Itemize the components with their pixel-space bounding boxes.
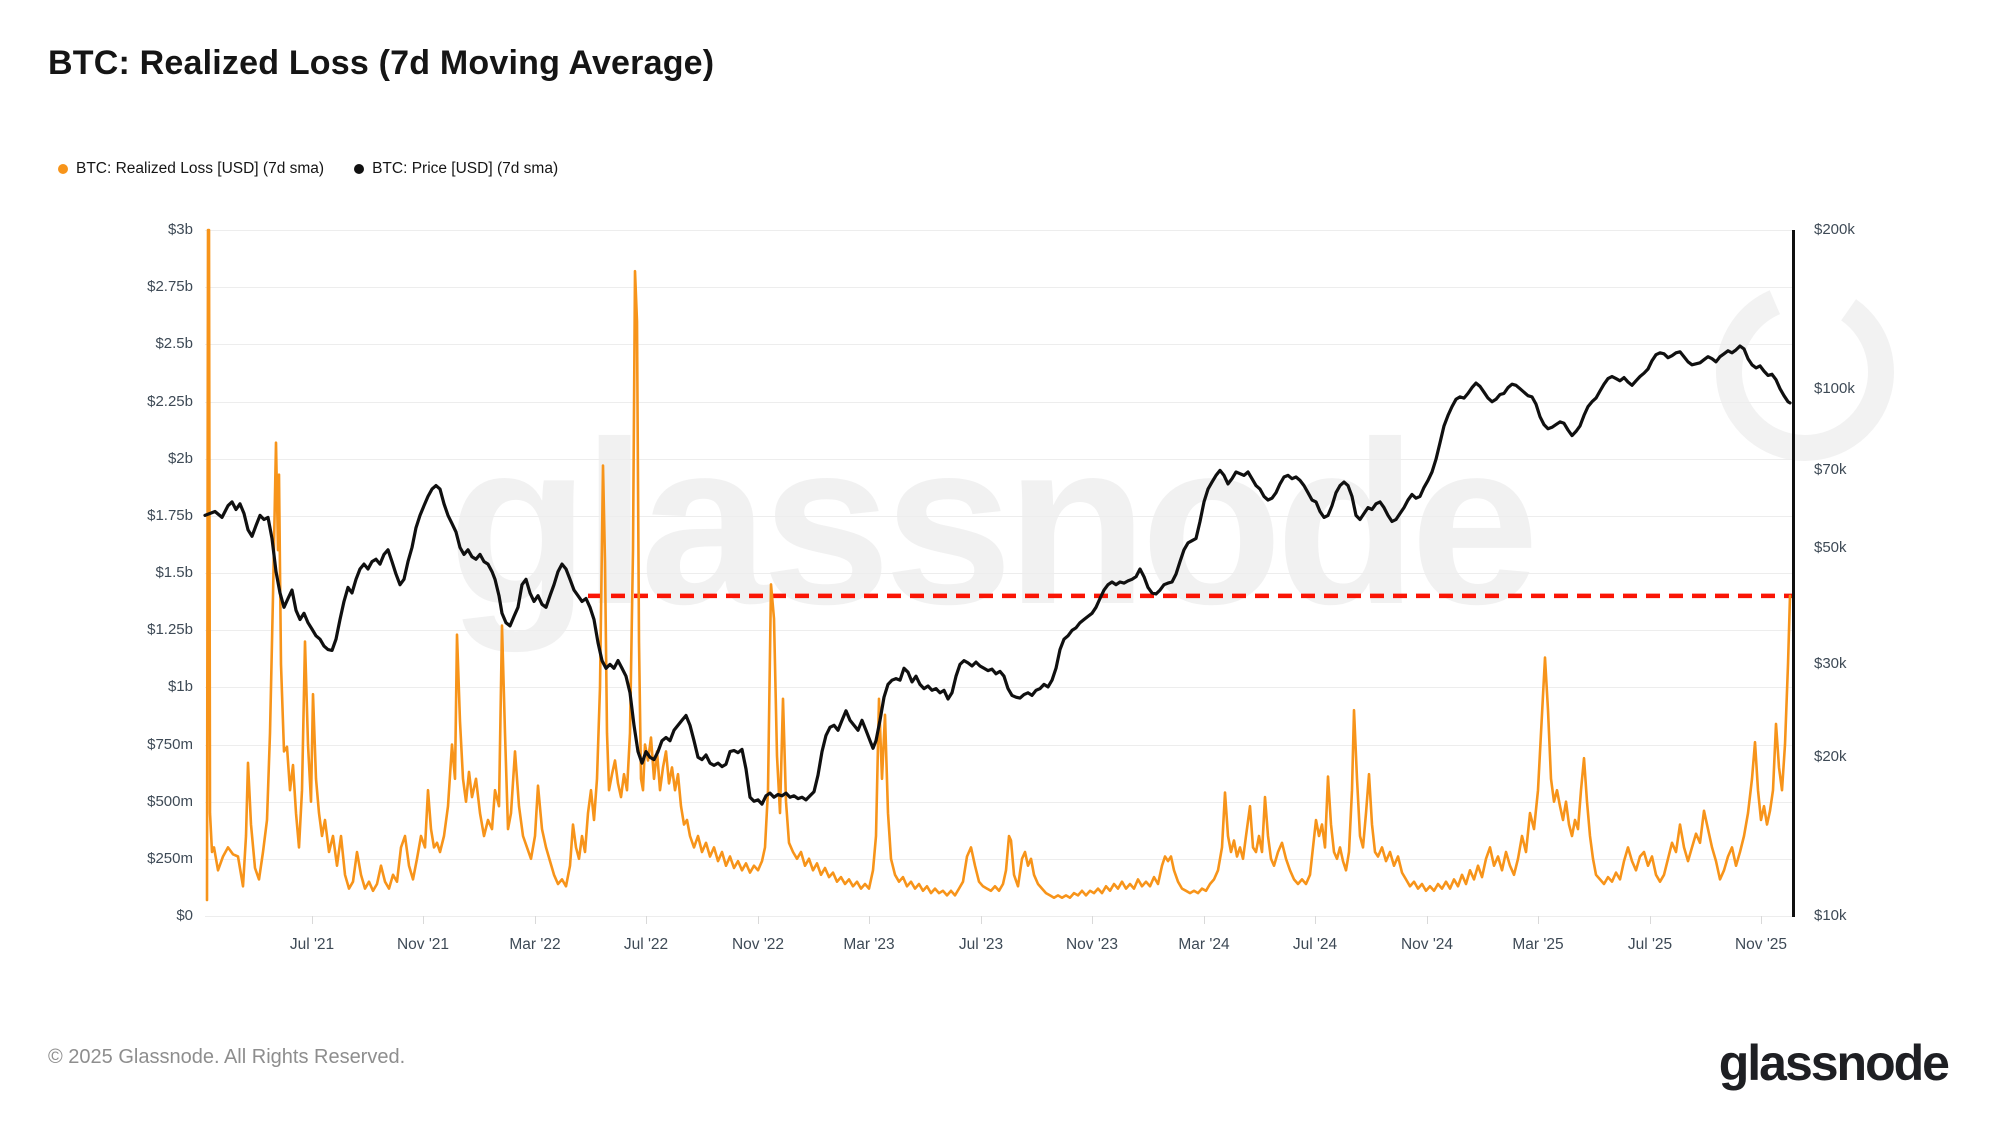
- gridline: [205, 744, 1795, 746]
- right-axis-tick-label: $70k: [1814, 461, 1847, 479]
- x-axis-tick-label: Jul '24: [1292, 936, 1338, 953]
- left-axis-tick-label: $0: [176, 907, 193, 924]
- x-axis-tick-label: Nov '22: [731, 936, 785, 953]
- x-axis-tick: [1092, 916, 1093, 924]
- gridline: [205, 287, 1795, 289]
- right-axis-spine: [1792, 230, 1795, 917]
- x-axis-tick-label: Nov '23: [1065, 936, 1119, 953]
- x-axis-tick: [535, 916, 536, 924]
- gridline: [205, 401, 1795, 403]
- price-line: [203, 344, 1792, 806]
- x-axis-tick-label: Jul '21: [289, 936, 335, 953]
- x-axis-tick-label: Mar '25: [1512, 936, 1564, 953]
- gridline: [205, 458, 1795, 460]
- left-axis-tick-label: $2b: [167, 449, 193, 467]
- x-axis-tick-label: Jul '22: [623, 936, 669, 953]
- legend-marker-realized-loss-icon: [58, 164, 68, 174]
- left-axis-tick-label: $2.5b: [155, 335, 193, 353]
- gridline: [205, 858, 1795, 860]
- left-axis-tick-label: $750m: [147, 735, 193, 753]
- gridline: [205, 230, 1795, 231]
- x-axis-tick: [423, 916, 424, 924]
- left-axis-tick-label: $3b: [167, 221, 193, 238]
- legend: BTC: Realized Loss [USD] (7d sma) BTC: P…: [58, 160, 558, 178]
- x-axis-tick: [1427, 916, 1428, 924]
- gridline: [205, 630, 1795, 632]
- glassnode-logo[interactable]: glassnode: [1718, 1035, 1950, 1091]
- legend-label-realized-loss: BTC: Realized Loss [USD] (7d sma): [76, 160, 325, 177]
- left-axis-tick-label: $1.5b: [155, 564, 193, 581]
- left-axis-tick-label: $2.25b: [147, 392, 193, 410]
- gridline: [205, 801, 1795, 803]
- right-axis-tick-label: $30k: [1814, 655, 1847, 673]
- x-axis-tick: [1761, 916, 1762, 924]
- x-axis-tick: [1315, 916, 1316, 924]
- left-axis-tick-label: $2.75b: [147, 278, 193, 296]
- x-axis-tick-label: Mar '22: [509, 936, 561, 953]
- realized-loss-line: [205, 228, 1792, 902]
- right-axis-tick-label: $200k: [1814, 221, 1855, 238]
- left-axis-tick-label: $500m: [147, 792, 193, 810]
- x-axis-tick-label: Mar '24: [1178, 936, 1230, 953]
- gridline: [205, 573, 1795, 574]
- left-axis-tick-label: $1.75b: [147, 506, 193, 524]
- x-axis-tick-label: Nov '24: [1400, 936, 1454, 953]
- x-axis-tick-label: Mar '23: [843, 936, 895, 953]
- right-axis-tick-label: $100k: [1814, 379, 1855, 397]
- right-axis-tick-label: $20k: [1814, 748, 1847, 766]
- gridline: [205, 515, 1795, 517]
- copyright-text: © 2025 Glassnode. All Rights Reserved.: [48, 1046, 406, 1068]
- x-axis-tick: [1204, 916, 1205, 924]
- x-axis-tick: [1650, 916, 1651, 924]
- x-axis-tick: [869, 916, 870, 924]
- legend-item-price[interactable]: BTC: Price [USD] (7d sma): [354, 160, 558, 178]
- chart-canvas[interactable]: [203, 228, 1795, 916]
- x-axis-tick: [758, 916, 759, 924]
- x-axis-tick-label: Jul '23: [958, 936, 1004, 953]
- left-axis-tick-label: $1b: [167, 678, 193, 696]
- legend-item-realized-loss[interactable]: BTC: Realized Loss [USD] (7d sma): [58, 160, 324, 178]
- left-axis-tick-label: $1.25b: [147, 621, 193, 639]
- right-axis-tick-label: $10k: [1814, 907, 1847, 924]
- x-axis-tick: [312, 916, 313, 924]
- left-axis-tick-label: $250m: [147, 849, 193, 867]
- page-title: BTC: Realized Loss (7d Moving Average): [48, 44, 715, 82]
- gridline: [205, 687, 1795, 689]
- x-axis-tick-label: Nov '25: [1734, 936, 1788, 953]
- x-axis-tick-label: Nov '21: [396, 936, 450, 953]
- right-axis-tick-label: $50k: [1814, 538, 1847, 556]
- chart-plot-area[interactable]: [203, 228, 1795, 917]
- legend-marker-price-icon: [354, 164, 365, 174]
- x-axis-tick: [646, 916, 647, 924]
- legend-label-price: BTC: Price [USD] (7d sma): [372, 160, 559, 177]
- gridline: [205, 916, 1795, 917]
- x-axis-tick-label: Jul '25: [1627, 936, 1673, 953]
- x-axis-tick: [1538, 916, 1539, 924]
- x-axis-tick: [981, 916, 982, 924]
- gridline: [205, 344, 1795, 346]
